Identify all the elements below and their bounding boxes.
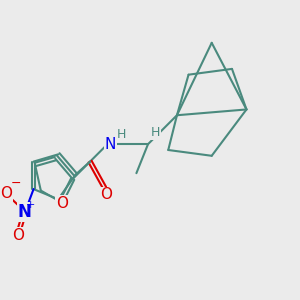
Text: O: O [12,228,24,243]
Text: +: + [26,200,35,210]
Text: O: O [100,188,112,202]
Text: N: N [105,137,116,152]
Text: N: N [18,203,32,221]
Text: O: O [56,196,68,211]
Text: H: H [151,126,160,139]
Text: H: H [117,128,127,141]
Text: −: − [11,177,21,190]
Text: O: O [0,186,12,201]
